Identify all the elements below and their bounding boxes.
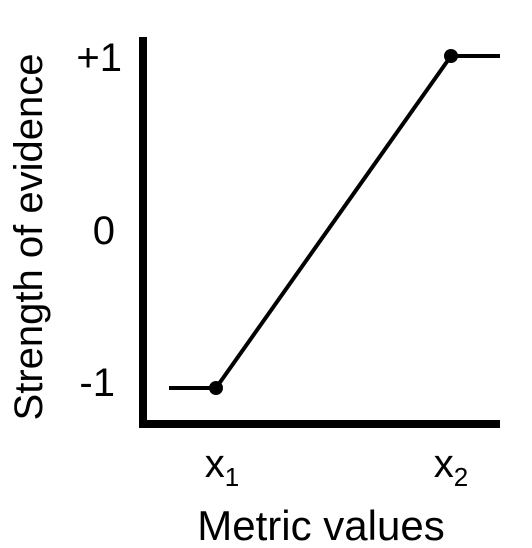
series-line	[169, 54, 500, 390]
x-tick-label-x2: x2	[434, 442, 468, 492]
axes	[139, 37, 500, 428]
y-tick-label-0: 0	[93, 209, 115, 253]
x1-subscript: 1	[225, 462, 239, 492]
data-point-x2	[444, 49, 458, 63]
data-point-x1	[209, 381, 223, 395]
x1-base: x	[205, 442, 225, 486]
y-tick-label-minus1: -1	[79, 361, 115, 405]
x-tick-label-x1: x1	[205, 442, 239, 492]
x2-base: x	[434, 442, 454, 486]
x2-subscript: 2	[454, 462, 468, 492]
y-axis-label: Strength of evidence	[7, 54, 51, 421]
series-group	[169, 49, 500, 395]
y-tick-label-plus1: +1	[76, 36, 122, 80]
x-axis-label: Metric values	[197, 502, 444, 548]
